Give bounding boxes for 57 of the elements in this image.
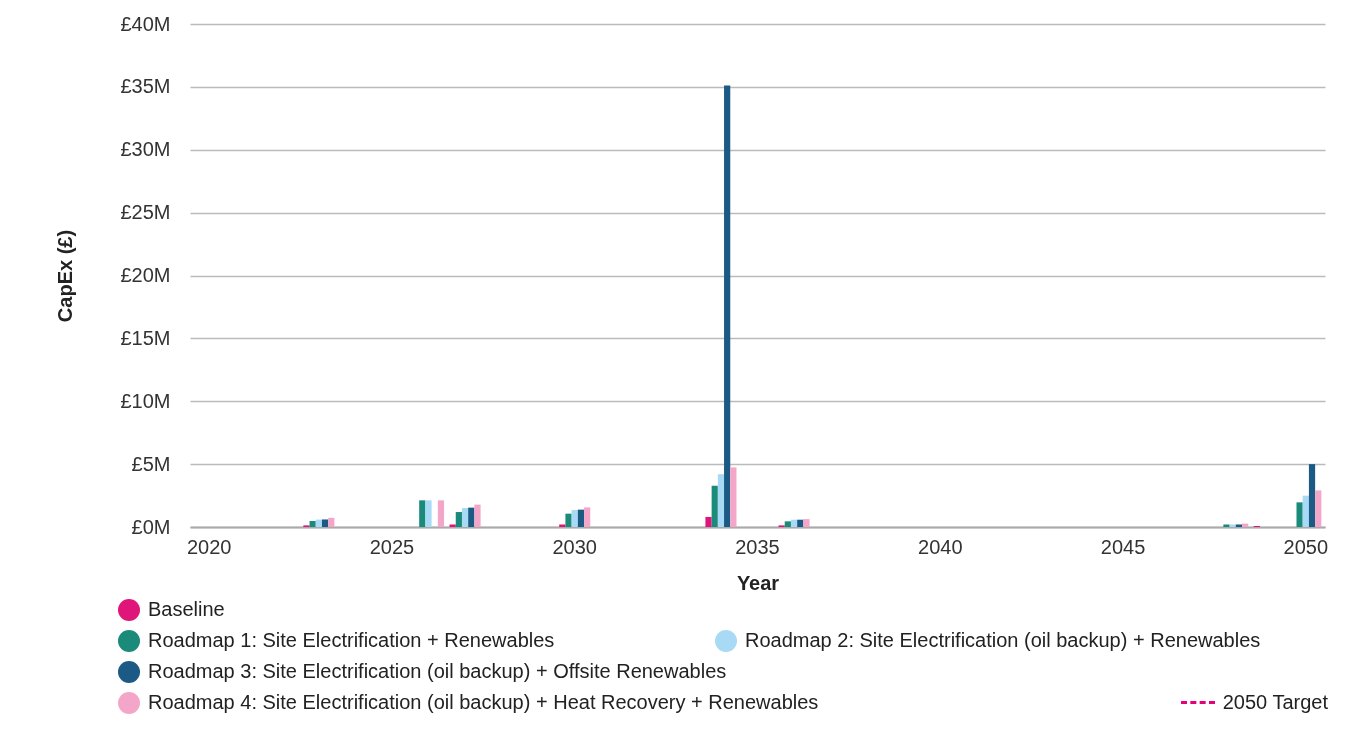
- x-tick-label: 2040: [918, 535, 963, 558]
- bar: [1296, 502, 1303, 527]
- y-tick-label: £40M: [120, 12, 171, 35]
- bar: [328, 517, 335, 527]
- bar: [449, 524, 456, 527]
- bar: [803, 519, 810, 527]
- bar: [474, 504, 481, 527]
- y-tick-label: £10M: [120, 389, 171, 412]
- bar: [790, 519, 798, 527]
- bar: [309, 520, 316, 527]
- bar: [1229, 524, 1236, 527]
- bar: [461, 508, 469, 527]
- x-tick-label: 2050: [1283, 535, 1329, 558]
- x-tick-label: 2045: [1100, 535, 1146, 558]
- x-tick-label: 2025: [369, 535, 415, 558]
- bar: [705, 516, 712, 527]
- bar: [724, 85, 731, 527]
- bar: [321, 519, 329, 527]
- y-tick-label: £20M: [120, 264, 171, 286]
- x-tick-label: 2035: [735, 535, 780, 558]
- bar: [1223, 524, 1230, 527]
- bar: [717, 474, 725, 527]
- bar: [419, 500, 426, 527]
- bar: [1302, 495, 1309, 527]
- y-tick-label: £0M: [131, 515, 171, 538]
- legend-label: Baseline: [148, 598, 225, 621]
- bar: [468, 507, 475, 527]
- bar: [315, 519, 322, 527]
- x-axis-title: Year: [736, 571, 780, 594]
- bar: [784, 521, 791, 527]
- bar: [571, 510, 578, 527]
- y-axis-title: CapEx (£): [54, 229, 77, 323]
- bar: [577, 509, 585, 527]
- y-tick-label: £25M: [120, 201, 171, 224]
- bar: [425, 500, 432, 527]
- y-tick-label: £35M: [120, 75, 171, 98]
- legend-label: Roadmap 3: Site Electrification (oil backup) + Offsite Renewables: [148, 660, 727, 683]
- legend-label: Roadmap 4: Site Electrification (oil backup) + Heat Recovery + Renewables: [148, 691, 819, 714]
- bar: [559, 524, 566, 527]
- x-tick-label: 2020: [186, 535, 232, 558]
- bar: [730, 467, 737, 527]
- bar: [455, 512, 462, 527]
- y-tick-label: £5M: [131, 452, 171, 475]
- bar: [565, 513, 572, 527]
- bar: [1235, 524, 1243, 527]
- bar: [437, 500, 445, 527]
- legend-label: Roadmap 2: Site Electrification (oil backup) + Renewables: [745, 629, 1261, 652]
- legend-label: Roadmap 1: Site Electrification + Renewables: [148, 629, 555, 652]
- bar: [584, 507, 591, 527]
- y-tick-label: £15M: [120, 326, 171, 349]
- bar: [711, 485, 718, 527]
- bar: [1308, 464, 1316, 527]
- x-tick-label: 2030: [552, 535, 597, 558]
- bar: [1315, 490, 1322, 527]
- legend-label: 2050 Target: [1222, 691, 1328, 714]
- bar: [797, 519, 804, 527]
- y-tick-label: £30M: [120, 138, 171, 161]
